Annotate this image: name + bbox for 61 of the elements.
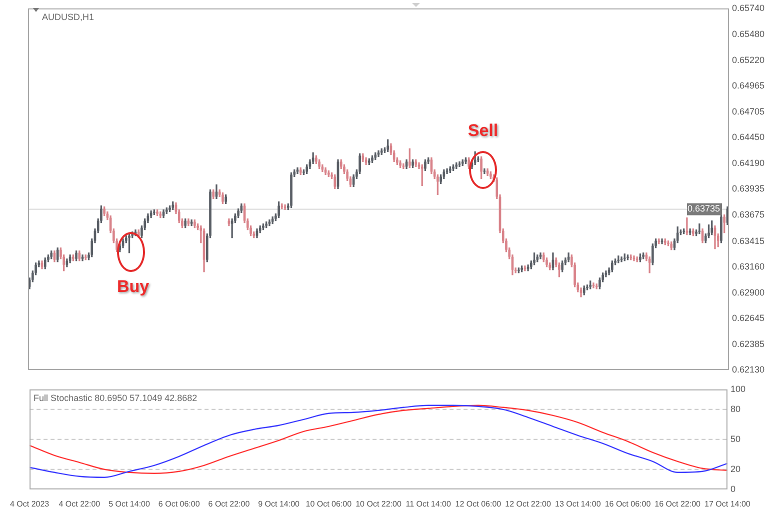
y-tick-label: 0.62385 [732,338,765,349]
candlestick [278,201,280,218]
candlestick [222,192,224,204]
y-tick-label: 0 [730,484,736,494]
y-tick-label: 0.64450 [732,132,765,142]
y-tick-label: 0.63415 [732,236,765,246]
candlestick [168,205,171,212]
y-tick-label: 0.65220 [732,54,765,65]
y-tick-label: 20 [730,464,740,474]
y-tick-label: 0.63675 [732,210,765,220]
x-tick-label: 12 Oct 22:00 [505,499,552,508]
candlestick [75,250,78,262]
x-tick-label: 10 Oct 06:00 [306,499,352,508]
y-tick-label: 0.65480 [732,28,765,39]
candlestick [452,164,454,171]
y-tick-label: 0.63160 [732,261,765,272]
annotation: Sell [468,121,498,141]
y-tick-label: 50 [730,434,740,444]
y-tick-label: 0.62900 [732,287,765,298]
annotation: Buy [116,277,150,297]
candlestick [128,233,130,254]
x-tick-label: 10 Oct 22:00 [356,499,402,508]
x-tick-label: 6 Oct 06:00 [158,499,200,508]
y-tick-label: 0.62130 [732,364,765,374]
x-tick-label: 17 Oct 14:00 [704,499,751,508]
x-tick-label: 12 Oct 06:00 [455,499,502,508]
x-tick-label: 4 Oct 22:00 [58,499,101,508]
candlestick [424,159,426,171]
ref-line-label: 0.63735 [687,204,720,214]
y-tick-label: 0.64965 [732,80,765,91]
candlestick [533,252,536,266]
candlestick [412,159,414,168]
candlestick [518,268,520,274]
candlestick [667,240,670,246]
x-tick-label: 5 Oct 14:00 [108,499,150,508]
candlestick [626,254,629,260]
chart-title: AUDUSD,H1 [42,12,94,22]
candlestick [262,223,264,230]
x-tick-label: 6 Oct 22:00 [208,499,250,508]
y-tick-label: 100 [730,384,746,394]
candlestick [156,209,158,216]
x-tick-label: 4 Oct 2023 [10,499,50,508]
y-tick-label: 0.62645 [732,312,765,323]
x-tick-label: 11 Oct 14:00 [406,499,452,508]
candlestick [318,159,320,169]
y-tick-label: 0.64190 [732,158,765,168]
candlestick [399,160,402,168]
x-tick-label: 16 Oct 06:00 [604,499,652,508]
y-tick-label: 0.64705 [732,106,765,117]
x-tick-label: 16 Oct 22:00 [654,499,702,508]
x-tick-label: 13 Oct 14:00 [554,499,602,508]
y-tick-label: 0.63935 [732,184,765,194]
x-tick-label: 9 Oct 14:00 [258,499,300,508]
y-tick-label: 80 [730,404,740,414]
y-tick-label: 0.65740 [732,2,765,13]
candlestick [639,253,642,262]
candlestick [520,265,523,272]
candlestick [480,156,482,180]
candlestick [371,155,374,163]
chart-title: Full Stochastic 80.6950 57.1049 42.8682 [34,392,198,403]
candlestick [464,157,467,164]
